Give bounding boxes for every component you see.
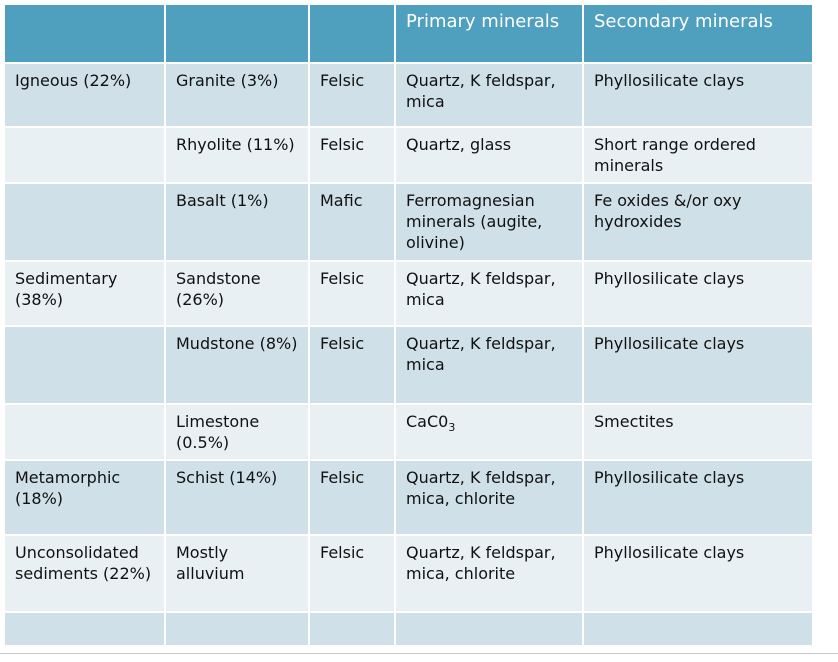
rock-cell: Rhyolite (11%) (166, 128, 310, 184)
secondary-minerals-cell: Phyllosilicate clays (584, 461, 812, 536)
secondary-minerals-cell: Fe oxides &/or oxy hydroxides (584, 184, 812, 262)
table-row: Metamorphic (18%) Schist (14%) Felsic Qu… (5, 461, 812, 536)
type-cell (310, 405, 396, 461)
header-row: Primary minerals Secondary minerals (5, 5, 812, 64)
primary-minerals-cell: Quartz, K feldspar, mica (396, 327, 584, 405)
primary-minerals-cell: Quartz, K feldspar, mica (396, 64, 584, 128)
rock-cell: Limestone (0.5%) (166, 405, 310, 461)
primary-minerals-cell: Quartz, K feldspar, mica, chlorite (396, 461, 584, 536)
secondary-minerals-cell: Phyllosilicate clays (584, 327, 812, 405)
secondary-minerals-cell: Phyllosilicate clays (584, 536, 812, 613)
header-cell (5, 5, 166, 64)
rock-cell: Granite (3%) (166, 64, 310, 128)
rock-minerals-table: Primary minerals Secondary minerals Igne… (5, 5, 812, 647)
table-row: Limestone (0.5%) CaC03 Smectites (5, 405, 812, 461)
header-secondary-minerals: Secondary minerals (584, 5, 812, 64)
secondary-minerals-cell: Short range ordered minerals (584, 128, 812, 184)
secondary-minerals-cell: Phyllosilicate clays (584, 262, 812, 327)
category-cell (5, 405, 166, 461)
table-row: Unconsolidated sediments (22%) Mostly al… (5, 536, 812, 613)
table-row (5, 613, 812, 647)
subscript: 3 (448, 421, 456, 434)
type-cell: Felsic (310, 461, 396, 536)
primary-minerals-cell: CaC03 (396, 405, 584, 461)
category-cell (5, 184, 166, 262)
type-cell: Mafic (310, 184, 396, 262)
secondary-minerals-cell (584, 613, 812, 647)
rock-cell: Sandstone (26%) (166, 262, 310, 327)
table-row: Mudstone (8%) Felsic Quartz, K feldspar,… (5, 327, 812, 405)
category-cell: Unconsolidated sediments (22%) (5, 536, 166, 613)
divider (0, 653, 838, 654)
header-cell (310, 5, 396, 64)
secondary-minerals-cell: Smectites (584, 405, 812, 461)
table-row: Basalt (1%) Mafic Ferromagnesian mineral… (5, 184, 812, 262)
table-row: Igneous (22%) Granite (3%) Felsic Quartz… (5, 64, 812, 128)
rock-cell (166, 613, 310, 647)
primary-minerals-cell: Quartz, K feldspar, mica (396, 262, 584, 327)
primary-minerals-cell (396, 613, 584, 647)
rock-cell: Schist (14%) (166, 461, 310, 536)
secondary-minerals-cell: Phyllosilicate clays (584, 64, 812, 128)
type-cell: Felsic (310, 262, 396, 327)
category-cell: Metamorphic (18%) (5, 461, 166, 536)
category-cell (5, 327, 166, 405)
type-cell: Felsic (310, 128, 396, 184)
table-row: Sedimentary (38%) Sandstone (26%) Felsic… (5, 262, 812, 327)
primary-minerals-cell: Quartz, glass (396, 128, 584, 184)
category-cell (5, 128, 166, 184)
header-cell (166, 5, 310, 64)
type-cell: Felsic (310, 536, 396, 613)
primary-minerals-text: CaC0 (406, 412, 449, 431)
primary-minerals-cell: Ferromagnesian minerals (augite, olivine… (396, 184, 584, 262)
primary-minerals-cell: Quartz, K feldspar, mica, chlorite (396, 536, 584, 613)
rock-cell: Basalt (1%) (166, 184, 310, 262)
table-row: Rhyolite (11%) Felsic Quartz, glass Shor… (5, 128, 812, 184)
category-cell: Igneous (22%) (5, 64, 166, 128)
rock-cell: Mudstone (8%) (166, 327, 310, 405)
rock-cell: Mostly alluvium (166, 536, 310, 613)
type-cell (310, 613, 396, 647)
category-cell: Sedimentary (38%) (5, 262, 166, 327)
category-cell (5, 613, 166, 647)
header-primary-minerals: Primary minerals (396, 5, 584, 64)
type-cell: Felsic (310, 327, 396, 405)
type-cell: Felsic (310, 64, 396, 128)
